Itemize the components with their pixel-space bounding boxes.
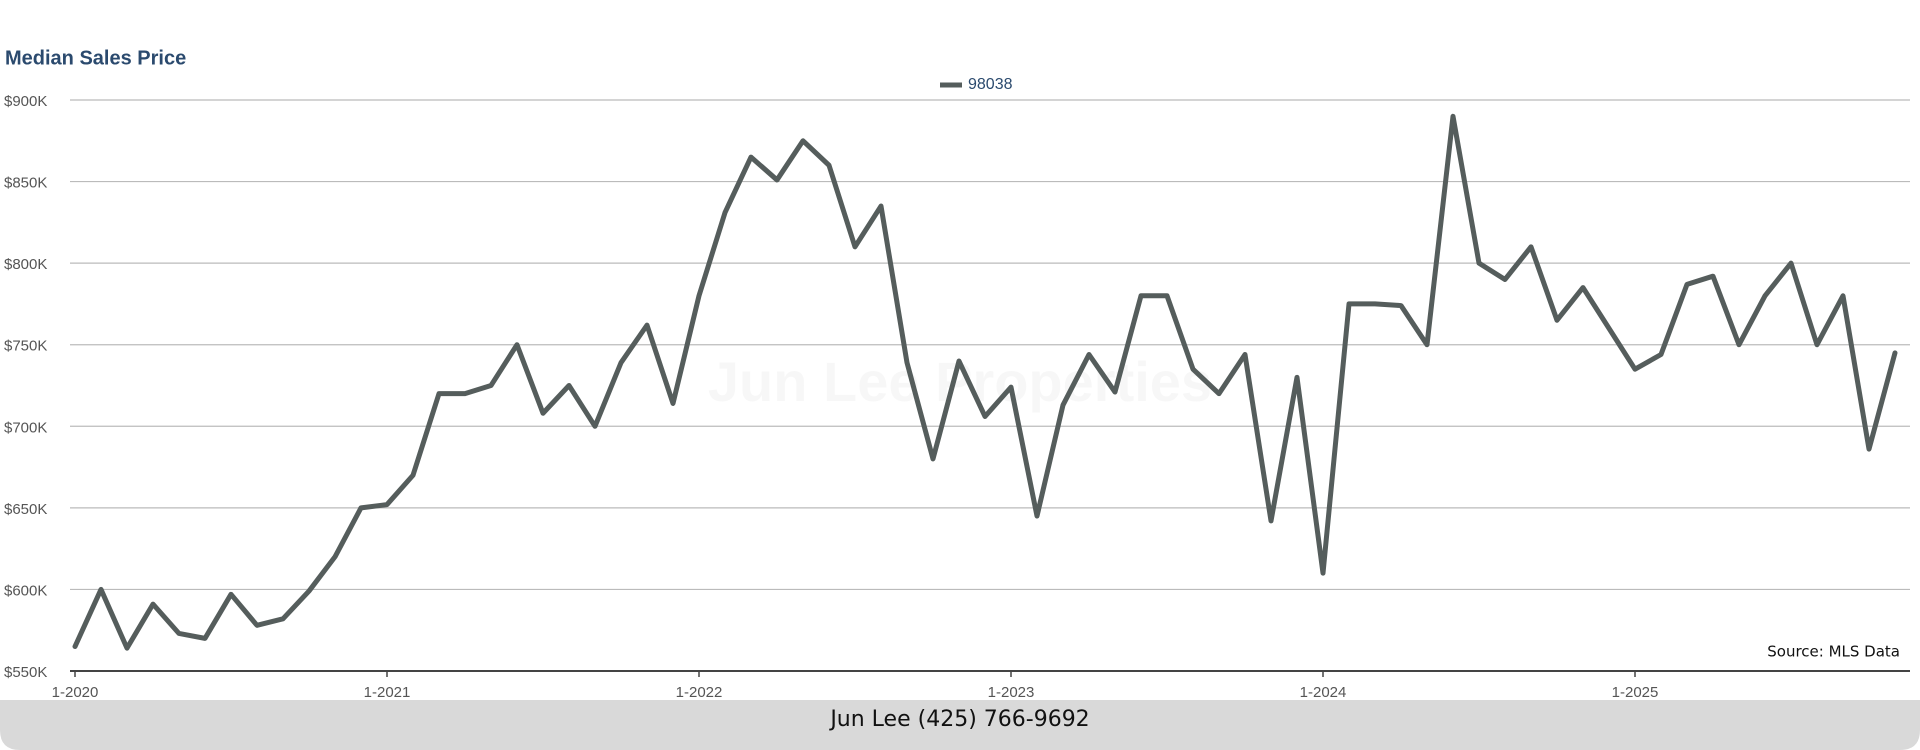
y-tick-label: $900K bbox=[4, 93, 47, 110]
x-tick-label: 1-2024 bbox=[1300, 684, 1347, 701]
y-tick-label: $700K bbox=[4, 419, 47, 436]
footer-text: Jun Lee (425) 766-9692 bbox=[828, 707, 1089, 732]
footer-band bbox=[0, 700, 1920, 750]
x-tick-label: 1-2025 bbox=[1612, 684, 1659, 701]
y-tick-label: $800K bbox=[4, 256, 47, 273]
source-note: Source: MLS Data bbox=[1767, 643, 1900, 661]
y-tick-label: $550K bbox=[4, 664, 47, 681]
x-tick-label: 1-2023 bbox=[988, 684, 1035, 701]
legend-label: 98038 bbox=[968, 76, 1013, 93]
y-tick-label: $850K bbox=[4, 175, 47, 192]
x-tick-label: 1-2022 bbox=[676, 684, 723, 701]
x-tick-label: 1-2020 bbox=[52, 684, 99, 701]
y-tick-label: $750K bbox=[4, 338, 47, 355]
y-tick-label: $600K bbox=[4, 582, 47, 599]
y-tick-label: $650K bbox=[4, 501, 47, 518]
x-tick-label: 1-2021 bbox=[364, 684, 411, 701]
chart-title: Median Sales Price bbox=[5, 47, 186, 69]
series-line bbox=[72, 113, 1898, 651]
